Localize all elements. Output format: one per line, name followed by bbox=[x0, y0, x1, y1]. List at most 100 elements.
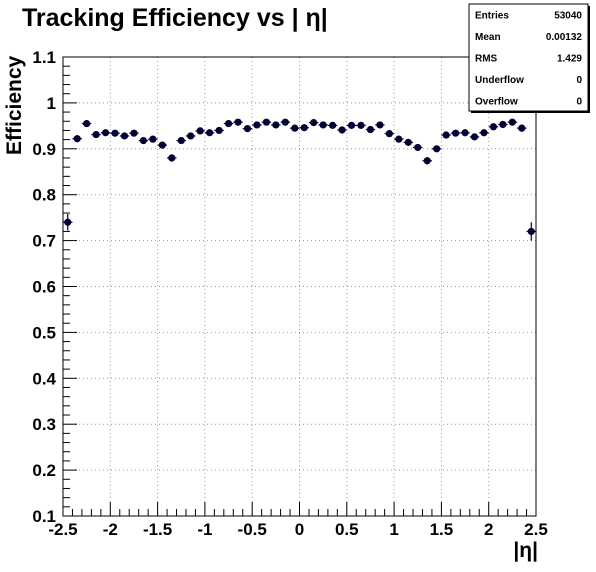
x-tick-label: 1 bbox=[389, 520, 398, 539]
data-point bbox=[290, 124, 300, 132]
y-tick-label: 1.1 bbox=[32, 48, 56, 67]
data-point bbox=[450, 129, 461, 137]
x-tick-label: 1.5 bbox=[430, 520, 454, 539]
point-marker bbox=[461, 129, 469, 137]
y-tick-label: 0.7 bbox=[32, 232, 56, 251]
data-point bbox=[223, 119, 234, 128]
point-marker bbox=[206, 129, 214, 137]
data-point bbox=[403, 138, 414, 146]
point-marker bbox=[83, 119, 91, 128]
data-point bbox=[119, 132, 130, 140]
data-point bbox=[441, 131, 451, 139]
data-point bbox=[299, 124, 309, 132]
y-tick-label: 0.8 bbox=[32, 186, 56, 205]
data-point bbox=[365, 125, 376, 134]
y-tick-label: 0.3 bbox=[32, 415, 56, 434]
data-point bbox=[110, 129, 120, 137]
point-marker bbox=[329, 121, 337, 129]
y-tick-label: 0.5 bbox=[32, 323, 56, 342]
stats-label: Mean bbox=[475, 32, 501, 43]
y-tick-label: 0.9 bbox=[32, 140, 56, 159]
point-marker bbox=[499, 120, 507, 129]
data-point bbox=[195, 127, 205, 135]
data-point bbox=[479, 129, 489, 137]
data-point bbox=[157, 141, 168, 149]
point-marker bbox=[253, 121, 261, 129]
x-tick-label: 0 bbox=[295, 520, 304, 539]
x-tick-label: -2 bbox=[103, 520, 118, 539]
chart-title: Tracking Efficiency vs | η| bbox=[22, 4, 328, 32]
point-marker bbox=[480, 129, 488, 137]
stats-value: 0 bbox=[576, 75, 582, 86]
data-point bbox=[356, 121, 366, 129]
point-marker bbox=[347, 121, 356, 129]
point-marker bbox=[300, 124, 308, 132]
data-point bbox=[394, 135, 404, 143]
point-marker bbox=[215, 126, 223, 135]
stats-label: Entries bbox=[475, 11, 509, 22]
x-tick-label: -1 bbox=[197, 520, 212, 539]
point-marker bbox=[158, 141, 166, 149]
x-tick-label: 2 bbox=[484, 520, 493, 539]
point-marker bbox=[442, 131, 450, 139]
data-point bbox=[72, 135, 82, 143]
y-tick-labels: 0.1 0.2 0.3 0.4 0.5 0.6 0.7 0.8 0.9 1 1.1 bbox=[32, 48, 56, 526]
data-point bbox=[422, 157, 432, 165]
data-point bbox=[346, 121, 357, 129]
stats-value: 53040 bbox=[554, 11, 582, 22]
stats-label: RMS bbox=[475, 54, 498, 65]
data-point bbox=[233, 118, 243, 126]
data-point bbox=[327, 121, 338, 129]
point-marker bbox=[385, 130, 393, 138]
data-points bbox=[63, 118, 536, 241]
data-point bbox=[242, 125, 253, 133]
point-marker bbox=[111, 129, 119, 137]
stats-value: 0 bbox=[576, 96, 582, 107]
data-point bbox=[431, 145, 442, 153]
stats-label: Underflow bbox=[475, 75, 524, 86]
data-point bbox=[517, 124, 527, 132]
data-point bbox=[308, 119, 319, 127]
point-marker bbox=[310, 119, 318, 127]
point-marker bbox=[92, 130, 100, 139]
data-point bbox=[176, 136, 186, 145]
stats-label: Overflow bbox=[475, 96, 518, 107]
y-tick-label: 0.1 bbox=[32, 507, 56, 526]
data-point bbox=[488, 123, 499, 131]
point-marker bbox=[130, 129, 138, 137]
stats-value: 0.00132 bbox=[546, 32, 583, 43]
y-tick-label: 1 bbox=[47, 94, 56, 113]
data-point bbox=[63, 213, 73, 231]
y-tick-label: 0.6 bbox=[32, 278, 56, 297]
point-marker bbox=[187, 132, 195, 140]
point-marker bbox=[376, 121, 384, 129]
point-marker bbox=[319, 121, 327, 129]
point-marker bbox=[291, 124, 299, 132]
data-point bbox=[526, 222, 536, 241]
point-marker bbox=[149, 135, 157, 143]
point-marker bbox=[433, 145, 441, 153]
point-marker bbox=[262, 118, 270, 126]
point-marker bbox=[518, 124, 526, 132]
data-point bbox=[81, 119, 92, 128]
data-point bbox=[261, 118, 272, 126]
y-axis-label: Efficiency bbox=[3, 55, 26, 155]
point-marker bbox=[272, 121, 280, 129]
x-tick-labels: -2.5 -2 -1.5 -1 -0.5 0 0.5 1 1.5 2 2.5 bbox=[48, 520, 547, 539]
point-marker bbox=[196, 127, 204, 135]
data-point bbox=[100, 129, 111, 137]
x-axis-label: |η| bbox=[513, 539, 538, 562]
data-point bbox=[91, 130, 101, 139]
data-point bbox=[204, 129, 215, 137]
point-marker bbox=[395, 135, 403, 143]
point-marker bbox=[168, 154, 176, 162]
data-point bbox=[507, 118, 518, 126]
data-point bbox=[469, 133, 480, 141]
point-marker bbox=[177, 136, 185, 145]
x-tick-label: 2.5 bbox=[524, 520, 548, 539]
x-tick-label: -0.5 bbox=[238, 520, 267, 539]
data-point bbox=[384, 130, 395, 138]
point-marker bbox=[243, 125, 252, 133]
point-marker bbox=[120, 132, 129, 140]
